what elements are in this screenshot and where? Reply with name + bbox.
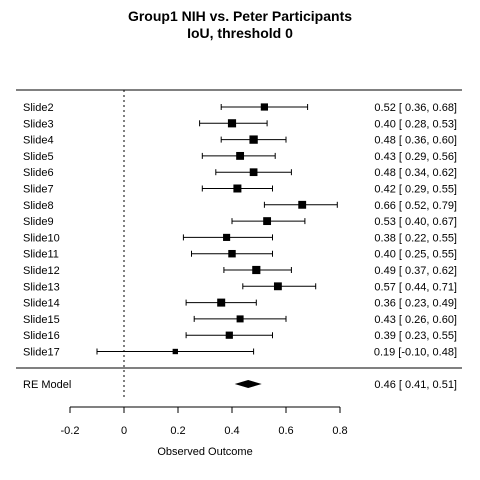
study-label: Slide11	[23, 249, 59, 261]
study-row-slide6: Slide6 0.48 [ 0.34, 0.62]	[23, 167, 457, 179]
x-tick-label: 0.2	[170, 425, 185, 437]
study-rows: Slide2 0.52 [ 0.36, 0.68] Slide3 0.40 [ 0.2…	[23, 102, 457, 359]
study-label: Slide4	[23, 135, 54, 147]
estimate-ci-text: 0.39 [ 0.23, 0.55]	[374, 330, 457, 342]
study-row-slide10: Slide10 0.38 [ 0.22, 0.55]	[23, 232, 457, 244]
point-estimate	[298, 200, 307, 209]
study-label: Slide8	[23, 200, 54, 212]
study-label: Slide7	[23, 184, 54, 196]
x-tick-label: 0	[121, 425, 127, 437]
study-row-slide7: Slide7 0.42 [ 0.29, 0.55]	[23, 184, 457, 196]
x-axis-ticks: -0.2 0 0.2 0.4 0.6 0.8	[61, 407, 348, 437]
point-estimate	[172, 348, 178, 355]
study-label: Slide3	[23, 118, 54, 130]
estimate-ci-text: 0.36 [ 0.23, 0.49]	[374, 298, 457, 310]
estimate-ci-text: 0.52 [ 0.36, 0.68]	[374, 102, 457, 114]
study-row-slide15: Slide15 0.43 [ 0.26, 0.60]	[23, 314, 457, 326]
point-estimate	[252, 265, 261, 275]
estimate-ci-text: 0.66 [ 0.52, 0.79]	[374, 200, 457, 212]
estimate-ci-text: 0.43 [ 0.26, 0.60]	[374, 314, 457, 326]
summary-label: RE Model	[23, 379, 71, 391]
point-estimate	[233, 184, 242, 193]
point-estimate	[263, 217, 272, 226]
x-axis-label: Observed Outcome	[157, 446, 252, 458]
point-estimate	[273, 282, 282, 291]
study-label: Slide9	[23, 216, 54, 228]
study-label: Slide17	[23, 347, 60, 359]
point-estimate	[228, 249, 236, 258]
summary-estimate-ci-text: 0.46 [ 0.41, 0.51]	[374, 379, 457, 391]
study-row-slide8: Slide8 0.66 [ 0.52, 0.79]	[23, 200, 457, 212]
estimate-ci-text: 0.38 [ 0.22, 0.55]	[374, 232, 457, 244]
point-estimate	[225, 331, 233, 339]
study-row-slide11: Slide11 0.40 [ 0.25, 0.55]	[23, 249, 457, 261]
study-label: Slide5	[23, 151, 54, 163]
study-label: Slide6	[23, 167, 54, 179]
study-label: Slide2	[23, 102, 54, 114]
estimate-ci-text: 0.19 [-0.10, 0.48]	[374, 347, 457, 359]
estimate-ci-text: 0.48 [ 0.34, 0.62]	[374, 167, 457, 179]
estimate-ci-text: 0.40 [ 0.25, 0.55]	[374, 249, 457, 261]
study-row-slide14: Slide14 0.36 [ 0.23, 0.49]	[23, 298, 457, 310]
study-row-slide2: Slide2 0.52 [ 0.36, 0.68]	[23, 102, 457, 114]
point-estimate	[260, 103, 269, 111]
point-estimate	[217, 298, 226, 307]
estimate-ci-text: 0.53 [ 0.40, 0.67]	[374, 216, 457, 228]
study-label: Slide12	[23, 265, 60, 277]
chart-title: Group1 NIH vs. Peter Participants	[128, 8, 352, 24]
estimate-ci-text: 0.42 [ 0.29, 0.55]	[374, 184, 457, 196]
study-label: Slide16	[23, 330, 60, 342]
study-label: Slide14	[23, 298, 60, 310]
estimate-ci-text: 0.40 [ 0.28, 0.53]	[374, 118, 457, 130]
estimate-ci-text: 0.48 [ 0.36, 0.60]	[374, 135, 457, 147]
study-label: Slide13	[23, 281, 60, 293]
point-estimate	[227, 119, 237, 128]
point-estimate	[236, 151, 245, 160]
study-row-slide4: Slide4 0.48 [ 0.36, 0.60]	[23, 135, 457, 147]
point-estimate	[236, 315, 244, 323]
point-estimate	[223, 233, 231, 241]
summary-diamond	[234, 380, 262, 388]
study-row-slide17: Slide17 0.19 [-0.10, 0.48]	[23, 347, 457, 359]
study-row-slide13: Slide13 0.57 [ 0.44, 0.71]	[23, 281, 457, 293]
x-tick-label: 0.8	[332, 425, 347, 437]
point-estimate	[249, 168, 258, 177]
study-row-slide9: Slide9 0.53 [ 0.40, 0.67]	[23, 216, 457, 228]
summary-row: RE Model 0.46 [ 0.41, 0.51]	[23, 379, 457, 391]
x-tick-label: 0.6	[278, 425, 293, 437]
estimate-ci-text: 0.57 [ 0.44, 0.71]	[374, 281, 457, 293]
estimate-ci-text: 0.43 [ 0.29, 0.56]	[374, 151, 457, 163]
study-row-slide3: Slide3 0.40 [ 0.28, 0.53]	[23, 118, 457, 130]
study-row-slide16: Slide16 0.39 [ 0.23, 0.55]	[23, 330, 457, 342]
study-label: Slide15	[23, 314, 60, 326]
estimate-ci-text: 0.49 [ 0.37, 0.62]	[374, 265, 457, 277]
study-row-slide12: Slide12 0.49 [ 0.37, 0.62]	[23, 265, 457, 277]
x-tick-label: 0.4	[224, 425, 239, 437]
study-label: Slide10	[23, 232, 60, 244]
chart-subtitle: IoU, threshold 0	[187, 25, 293, 41]
point-estimate	[249, 135, 258, 144]
study-row-slide5: Slide5 0.43 [ 0.29, 0.56]	[23, 151, 457, 163]
x-tick-label: -0.2	[61, 425, 80, 437]
